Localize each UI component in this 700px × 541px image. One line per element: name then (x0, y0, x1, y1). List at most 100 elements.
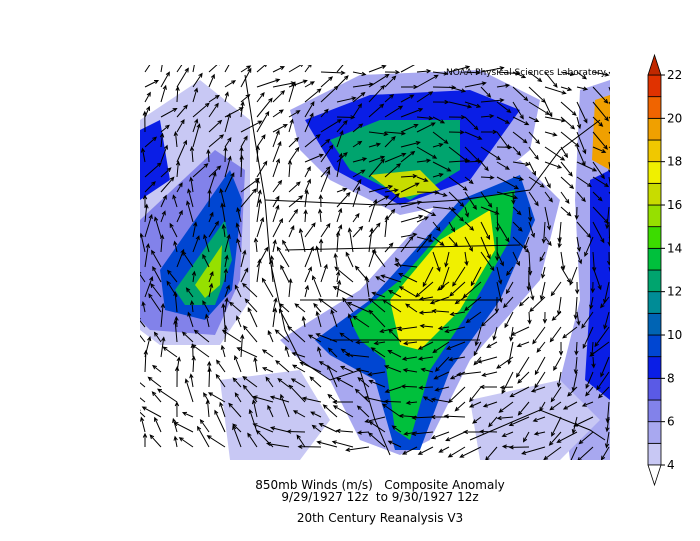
wind-arrow (574, 281, 580, 295)
wind-arrow (144, 79, 160, 88)
wind-arrow (594, 326, 610, 348)
wind-arrow (316, 440, 338, 448)
wind-arrow (560, 131, 580, 148)
wind-arrow (445, 431, 466, 442)
wind-arrow (608, 131, 610, 135)
wind-arrow (256, 246, 269, 268)
wind-arrow (256, 258, 262, 283)
wind-arrow (272, 140, 282, 163)
wind-arrow (608, 266, 610, 273)
colorbar-segment (647, 356, 662, 379)
wind-arrow (384, 163, 402, 178)
wind-arrow (400, 384, 418, 389)
wind-arrow (142, 194, 148, 208)
wind-arrow (345, 251, 354, 268)
wind-arrow (368, 297, 386, 313)
wind-arrow (304, 101, 315, 118)
wind-arrow (352, 185, 361, 208)
wind-arrow (192, 235, 200, 253)
wind-arrow (492, 326, 498, 341)
wind-arrow (590, 281, 595, 294)
wind-arrow (352, 157, 368, 163)
wind-arrow (169, 222, 178, 238)
wind-arrow (532, 416, 546, 422)
wind-arrow (334, 266, 354, 283)
wind-arrow (336, 65, 344, 73)
wind-arrow (528, 281, 535, 301)
wind-arrow (160, 71, 170, 88)
wind-arrow (416, 122, 436, 133)
wind-arrow (512, 146, 522, 156)
wind-arrow (160, 210, 166, 223)
wind-arrow (432, 131, 449, 144)
wind-arrow (357, 377, 370, 388)
wind-arrow (224, 80, 237, 88)
wind-arrow (228, 402, 242, 418)
colorbar-tick-label: 12 (667, 285, 682, 299)
wind-arrow (368, 65, 387, 73)
wind-arrow (364, 275, 370, 298)
wind-arrow (400, 65, 415, 73)
wind-arrow (608, 191, 610, 195)
wind-arrow (527, 311, 532, 325)
wind-arrow (573, 416, 594, 427)
wind-arrow (488, 416, 498, 428)
wind-arrow (304, 245, 314, 268)
wind-arrow (309, 376, 322, 388)
wind-arrow (384, 131, 406, 136)
wind-arrow (224, 284, 230, 298)
wind-arrow (544, 191, 553, 203)
colorbar-tick-label: 6 (667, 415, 675, 429)
wind-arrow (400, 235, 414, 253)
wind-arrow (383, 399, 402, 404)
wind-arrow (464, 236, 473, 252)
wind-arrow (600, 296, 610, 309)
wind-arrow (592, 71, 610, 77)
wind-arrow (159, 234, 165, 253)
wind-arrow (219, 187, 226, 208)
wind-arrow (528, 146, 539, 161)
wind-arrow (509, 326, 514, 342)
wind-arrow (160, 107, 178, 118)
wind-arrow (468, 401, 482, 408)
wind-arrow (186, 200, 194, 223)
wind-arrow (464, 221, 475, 231)
wind-arrow (398, 286, 418, 298)
wind-arrow (422, 396, 434, 403)
wind-arrow (279, 393, 290, 418)
wind-arrow (420, 367, 434, 373)
wind-arrow (368, 73, 390, 88)
wind-arrow (214, 409, 226, 433)
wind-arrow (234, 392, 242, 403)
wind-arrow (277, 378, 290, 388)
wind-arrow (544, 206, 552, 231)
wind-arrow (452, 266, 466, 287)
colorbar-tick-label: 22 (667, 68, 682, 82)
wind-arrow (522, 431, 530, 443)
wind-arrow (160, 194, 167, 208)
wind-arrow (272, 204, 280, 223)
wind-arrow (464, 191, 477, 211)
wind-arrow (443, 414, 466, 419)
wind-arrow (355, 367, 370, 373)
wind-arrow (549, 326, 562, 343)
wind-arrow (437, 325, 450, 331)
colorbar-segment (647, 377, 662, 401)
wind-arrow (496, 251, 504, 267)
wind-arrow (175, 85, 180, 103)
wind-arrow (363, 395, 386, 403)
wind-arrow (327, 347, 338, 358)
wind-arrow (244, 298, 258, 313)
wind-arrow (240, 120, 263, 133)
colorbar-segment (647, 139, 662, 163)
wind-arrow (272, 129, 280, 148)
wind-arrow (562, 326, 578, 339)
wind-arrow (536, 341, 546, 353)
caption-line: 20th Century Reanalysis V3 (297, 511, 463, 525)
wind-arrow (576, 221, 592, 239)
wind-arrow (181, 250, 194, 268)
wind-arrow (400, 174, 418, 179)
wind-arrow (528, 161, 536, 176)
wind-arrow (504, 311, 514, 329)
wind-arrow (207, 366, 212, 388)
